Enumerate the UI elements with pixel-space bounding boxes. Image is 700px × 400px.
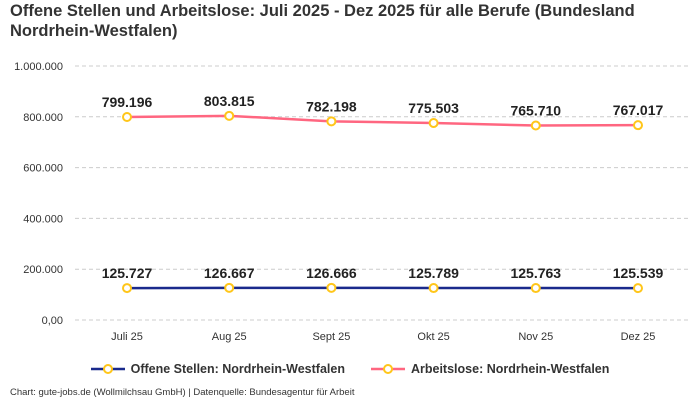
- legend-swatch-icon: [370, 364, 405, 374]
- data-point: [530, 120, 541, 131]
- x-tick-label: Okt 25: [417, 331, 449, 343]
- x-tick-label: Aug 25: [212, 331, 247, 343]
- data-point: [633, 120, 643, 131]
- data-point: [428, 118, 439, 129]
- x-tick-label: Nov 25: [518, 331, 553, 343]
- x-tick-label: Juli 25: [111, 331, 143, 343]
- data-point: [224, 110, 235, 121]
- data-point: [122, 112, 132, 123]
- x-tick-label: Sept 25: [312, 331, 350, 343]
- y-tick-label: 400.000: [23, 213, 63, 225]
- data-label: 775.503: [408, 100, 459, 116]
- data-label: 125.727: [102, 265, 153, 281]
- data-label: 126.667: [204, 265, 255, 281]
- data-label: 767.017: [613, 102, 664, 118]
- y-tick-label: 800.000: [23, 112, 63, 124]
- data-label: 803.815: [204, 93, 255, 109]
- data-point: [224, 282, 235, 293]
- data-label: 126.666: [306, 265, 357, 281]
- data-label: 765.710: [510, 103, 561, 119]
- legend-item[interactable]: Arbeitslose: Nordrhein-Westfalen: [370, 362, 610, 376]
- y-tick-label: 600.000: [23, 163, 63, 175]
- x-tick-label: Dez 25: [621, 331, 656, 343]
- data-point: [326, 116, 337, 127]
- data-point: [530, 283, 541, 294]
- legend: Offene Stellen: Nordrhein-Westfalen Arbei…: [0, 362, 700, 376]
- chart-title: Offene Stellen und Arbeitslose: Juli 202…: [10, 2, 635, 40]
- legend-item[interactable]: Offene Stellen: Nordrhein-Westfalen: [90, 362, 345, 376]
- data-point: [326, 282, 337, 293]
- legend-swatch-icon: [90, 364, 125, 374]
- y-tick-label: 1.000.000: [14, 61, 63, 73]
- data-point: [633, 283, 643, 294]
- data-label: 782.198: [306, 98, 357, 114]
- data-point: [428, 283, 439, 294]
- data-label: 125.539: [613, 265, 664, 281]
- source-credit: Chart: gute-jobs.de (Wollmilchsau GmbH) …: [10, 387, 355, 398]
- legend-label: Offene Stellen: Nordrhein-Westfalen: [130, 362, 345, 376]
- data-label: 125.789: [408, 265, 459, 281]
- y-tick-label: 200.000: [23, 264, 63, 276]
- line-chart: 0,00 200.000 400.000 600.000 800.000 1.000.00…: [14, 61, 690, 343]
- legend-label: Arbeitslose: Nordrhein-Westfalen: [410, 362, 610, 376]
- series-line: [126, 114, 639, 127]
- y-tick-label: 0,00: [42, 315, 63, 327]
- data-point: [122, 283, 132, 294]
- data-label: 799.196: [102, 94, 153, 110]
- data-label: 125.763: [510, 265, 561, 281]
